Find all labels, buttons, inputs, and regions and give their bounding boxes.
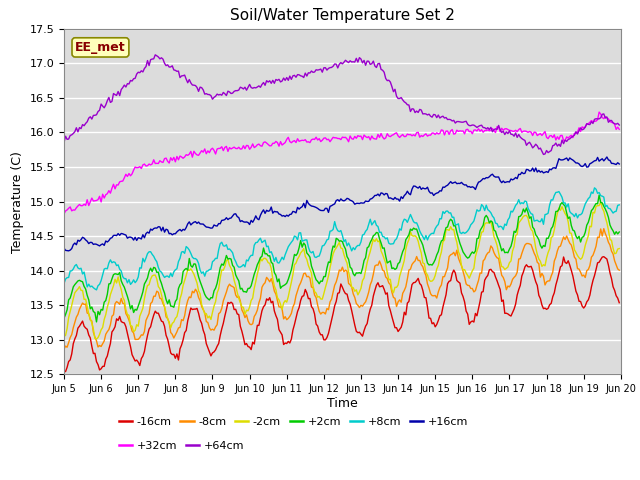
+64cm <box>60 140 68 145</box>
+8cm <box>591 185 598 191</box>
+16cm <box>305 201 312 206</box>
Line: +32cm: +32cm <box>64 112 620 214</box>
+2cm <box>586 214 594 220</box>
Line: +64cm: +64cm <box>64 55 620 155</box>
-16cm <box>255 323 263 328</box>
Line: -2cm: -2cm <box>64 202 620 339</box>
+32cm <box>244 143 252 148</box>
+32cm <box>595 109 603 115</box>
-8cm <box>226 281 234 287</box>
+16cm <box>65 248 72 254</box>
+2cm <box>60 315 68 321</box>
+16cm <box>255 217 263 223</box>
-16cm <box>61 369 69 374</box>
+16cm <box>130 237 138 243</box>
+32cm <box>253 142 261 148</box>
-2cm <box>255 265 263 271</box>
-8cm <box>60 346 68 352</box>
+64cm <box>128 78 136 84</box>
+8cm <box>586 194 594 200</box>
-2cm <box>130 329 138 335</box>
-8cm <box>253 307 261 313</box>
+64cm <box>540 152 547 157</box>
Legend: +32cm, +64cm: +32cm, +64cm <box>114 436 248 455</box>
+64cm <box>152 52 159 58</box>
-16cm <box>60 369 68 374</box>
+2cm <box>595 192 603 198</box>
-2cm <box>246 304 253 310</box>
+32cm <box>226 145 234 151</box>
-2cm <box>227 265 235 271</box>
-8cm <box>600 226 607 231</box>
Y-axis label: Temperature (C): Temperature (C) <box>11 151 24 252</box>
-2cm <box>597 199 605 205</box>
Title: Soil/Water Temperature Set 2: Soil/Water Temperature Set 2 <box>230 9 455 24</box>
Line: +8cm: +8cm <box>64 188 620 290</box>
-16cm <box>246 344 253 350</box>
+8cm <box>305 244 312 250</box>
-16cm <box>586 292 594 298</box>
Line: +16cm: +16cm <box>64 157 620 251</box>
-8cm <box>303 274 310 279</box>
+8cm <box>93 287 100 293</box>
-8cm <box>244 318 252 324</box>
+64cm <box>616 122 623 128</box>
-2cm <box>616 246 623 252</box>
+16cm <box>616 161 623 167</box>
+32cm <box>128 171 136 177</box>
+2cm <box>305 252 312 258</box>
+16cm <box>246 222 253 228</box>
+32cm <box>60 211 68 217</box>
+8cm <box>130 277 138 283</box>
+2cm <box>93 319 100 325</box>
-2cm <box>305 263 312 268</box>
Text: EE_met: EE_met <box>75 41 126 54</box>
-2cm <box>60 334 68 339</box>
-8cm <box>128 328 136 334</box>
+2cm <box>255 259 263 264</box>
+8cm <box>60 281 68 287</box>
+64cm <box>227 91 235 96</box>
-2cm <box>93 336 100 342</box>
-8cm <box>616 267 623 273</box>
+64cm <box>305 70 312 76</box>
X-axis label: Time: Time <box>327 397 358 410</box>
+32cm <box>616 126 623 132</box>
Line: +2cm: +2cm <box>64 195 620 322</box>
+32cm <box>584 121 592 127</box>
-16cm <box>227 300 235 305</box>
Line: -8cm: -8cm <box>64 228 620 349</box>
-16cm <box>130 355 138 361</box>
+64cm <box>246 82 253 87</box>
-16cm <box>305 296 312 301</box>
+64cm <box>255 83 263 89</box>
+16cm <box>227 215 235 221</box>
+16cm <box>603 154 611 160</box>
+2cm <box>227 256 235 262</box>
+2cm <box>616 229 623 235</box>
+8cm <box>227 248 235 253</box>
+32cm <box>303 139 310 145</box>
-16cm <box>600 254 607 260</box>
-2cm <box>586 223 594 229</box>
+2cm <box>130 310 138 315</box>
-8cm <box>584 266 592 272</box>
Line: -16cm: -16cm <box>64 257 620 372</box>
+64cm <box>588 119 595 125</box>
+2cm <box>246 286 253 291</box>
+8cm <box>255 237 263 243</box>
+8cm <box>246 254 253 260</box>
-16cm <box>616 300 623 306</box>
+16cm <box>60 245 68 251</box>
+8cm <box>616 202 623 208</box>
+16cm <box>586 161 594 167</box>
